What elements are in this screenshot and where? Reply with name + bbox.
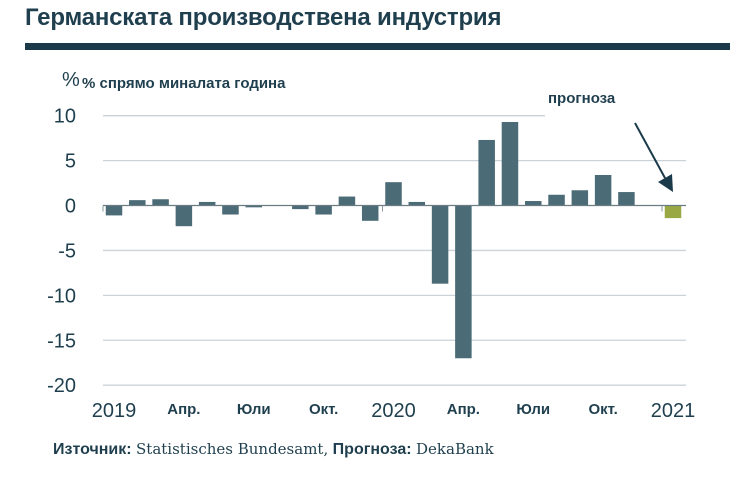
x-tick-label: 2019: [92, 400, 137, 422]
bar: [315, 205, 332, 215]
chart-title: Германската производствена индустрия: [25, 4, 502, 31]
bar: [478, 139, 495, 206]
bar: [152, 199, 169, 206]
x-tick-label: Апр.: [167, 401, 200, 418]
y-tick-label: -15: [47, 330, 76, 352]
x-tick-label: Окт.: [588, 401, 617, 418]
x-tick-label: 2020: [371, 400, 416, 422]
bar: [245, 205, 262, 208]
y-tick-label: -10: [47, 285, 76, 307]
bar: [501, 121, 519, 206]
source-text: Statistisches Bundesamt,: [136, 440, 329, 458]
forecast-arrow-head-icon: [658, 174, 673, 192]
bar: [292, 205, 309, 210]
bar: [408, 201, 426, 206]
y-tick-label: -5: [58, 240, 76, 262]
forecast-source-text: DekaBank: [416, 440, 494, 458]
bar: [385, 182, 402, 206]
bar: [338, 196, 356, 206]
bar: [129, 200, 146, 206]
bar: [455, 205, 472, 359]
forecast-source-label: Прогноза:: [332, 441, 412, 458]
x-tick-label: 2021: [651, 400, 696, 422]
bar: [361, 205, 379, 221]
bar: [175, 205, 193, 227]
x-tick-label: Юли: [516, 401, 550, 418]
y-axis-label: % спрямо миналата година: [82, 75, 286, 92]
x-tick-label: Окт.: [309, 401, 338, 418]
bar: [548, 194, 565, 206]
source-note: Източник: Statistisches Bundesamt, Прогн…: [53, 440, 494, 459]
forecast-annotation: прогноза: [548, 90, 616, 107]
bar: [571, 190, 589, 206]
bar: [105, 205, 123, 216]
y-tick-label: -20: [47, 375, 76, 397]
bar: [431, 205, 449, 284]
forecast-arrow-line: [634, 122, 666, 179]
bar: [594, 174, 612, 206]
y-tick-label: 5: [65, 151, 76, 173]
y-tick-label: 0: [65, 196, 76, 218]
forecast-bar: [664, 205, 682, 219]
bar: [222, 205, 239, 215]
title-rule: [25, 43, 730, 50]
bar: [198, 201, 216, 206]
y-tick-label: 10: [54, 106, 76, 128]
bar: [618, 192, 635, 206]
x-tick-label: Апр.: [447, 401, 480, 418]
x-tick-label: Юли: [237, 401, 271, 418]
bar: [525, 201, 542, 206]
source-label: Източник:: [53, 441, 132, 458]
y-unit-symbol: %: [62, 69, 80, 91]
